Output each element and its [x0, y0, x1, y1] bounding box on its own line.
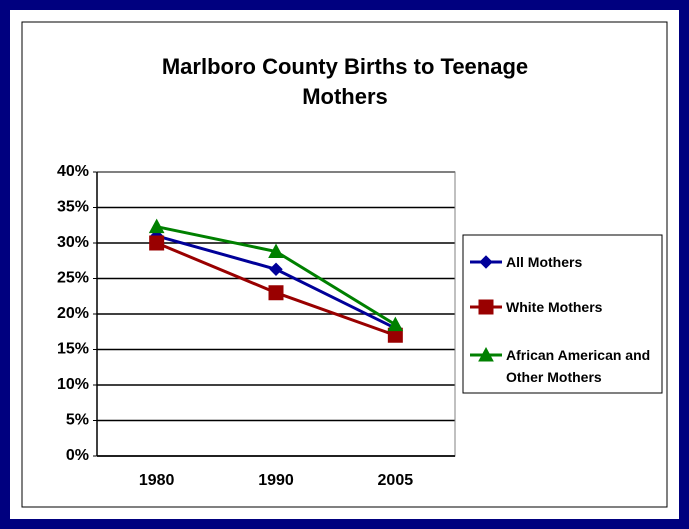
marker: [269, 262, 283, 276]
marker: [478, 299, 494, 315]
marker: [268, 243, 284, 259]
y-tick-label: 25%: [57, 270, 89, 287]
marker: [478, 346, 494, 362]
x-tick-label: 1980: [139, 472, 175, 489]
x-tick-label: 2005: [378, 472, 414, 489]
x-tick-label: 1990: [258, 472, 294, 489]
y-tick-label: 10%: [57, 376, 89, 393]
y-tick-label: 35%: [57, 199, 89, 216]
marker: [479, 255, 493, 269]
y-tick-label: 40%: [57, 163, 89, 180]
y-tick-label: 20%: [57, 305, 89, 322]
legend-label: African American and Other Mothers: [506, 347, 651, 385]
chart-border: [21, 21, 668, 508]
legend-label: All Mothers: [506, 254, 583, 270]
y-tick-label: 30%: [57, 234, 89, 251]
chart-title: Marlboro County Births to Teenage Mother…: [161, 54, 529, 109]
marker: [387, 316, 404, 332]
marker: [268, 285, 284, 301]
legend-label: White Mothers: [506, 299, 603, 315]
y-tick-label: 0%: [66, 447, 89, 464]
marker: [149, 235, 165, 251]
marker: [148, 218, 165, 234]
y-tick-label: 5%: [66, 412, 89, 429]
y-tick-label: 15%: [57, 341, 89, 358]
